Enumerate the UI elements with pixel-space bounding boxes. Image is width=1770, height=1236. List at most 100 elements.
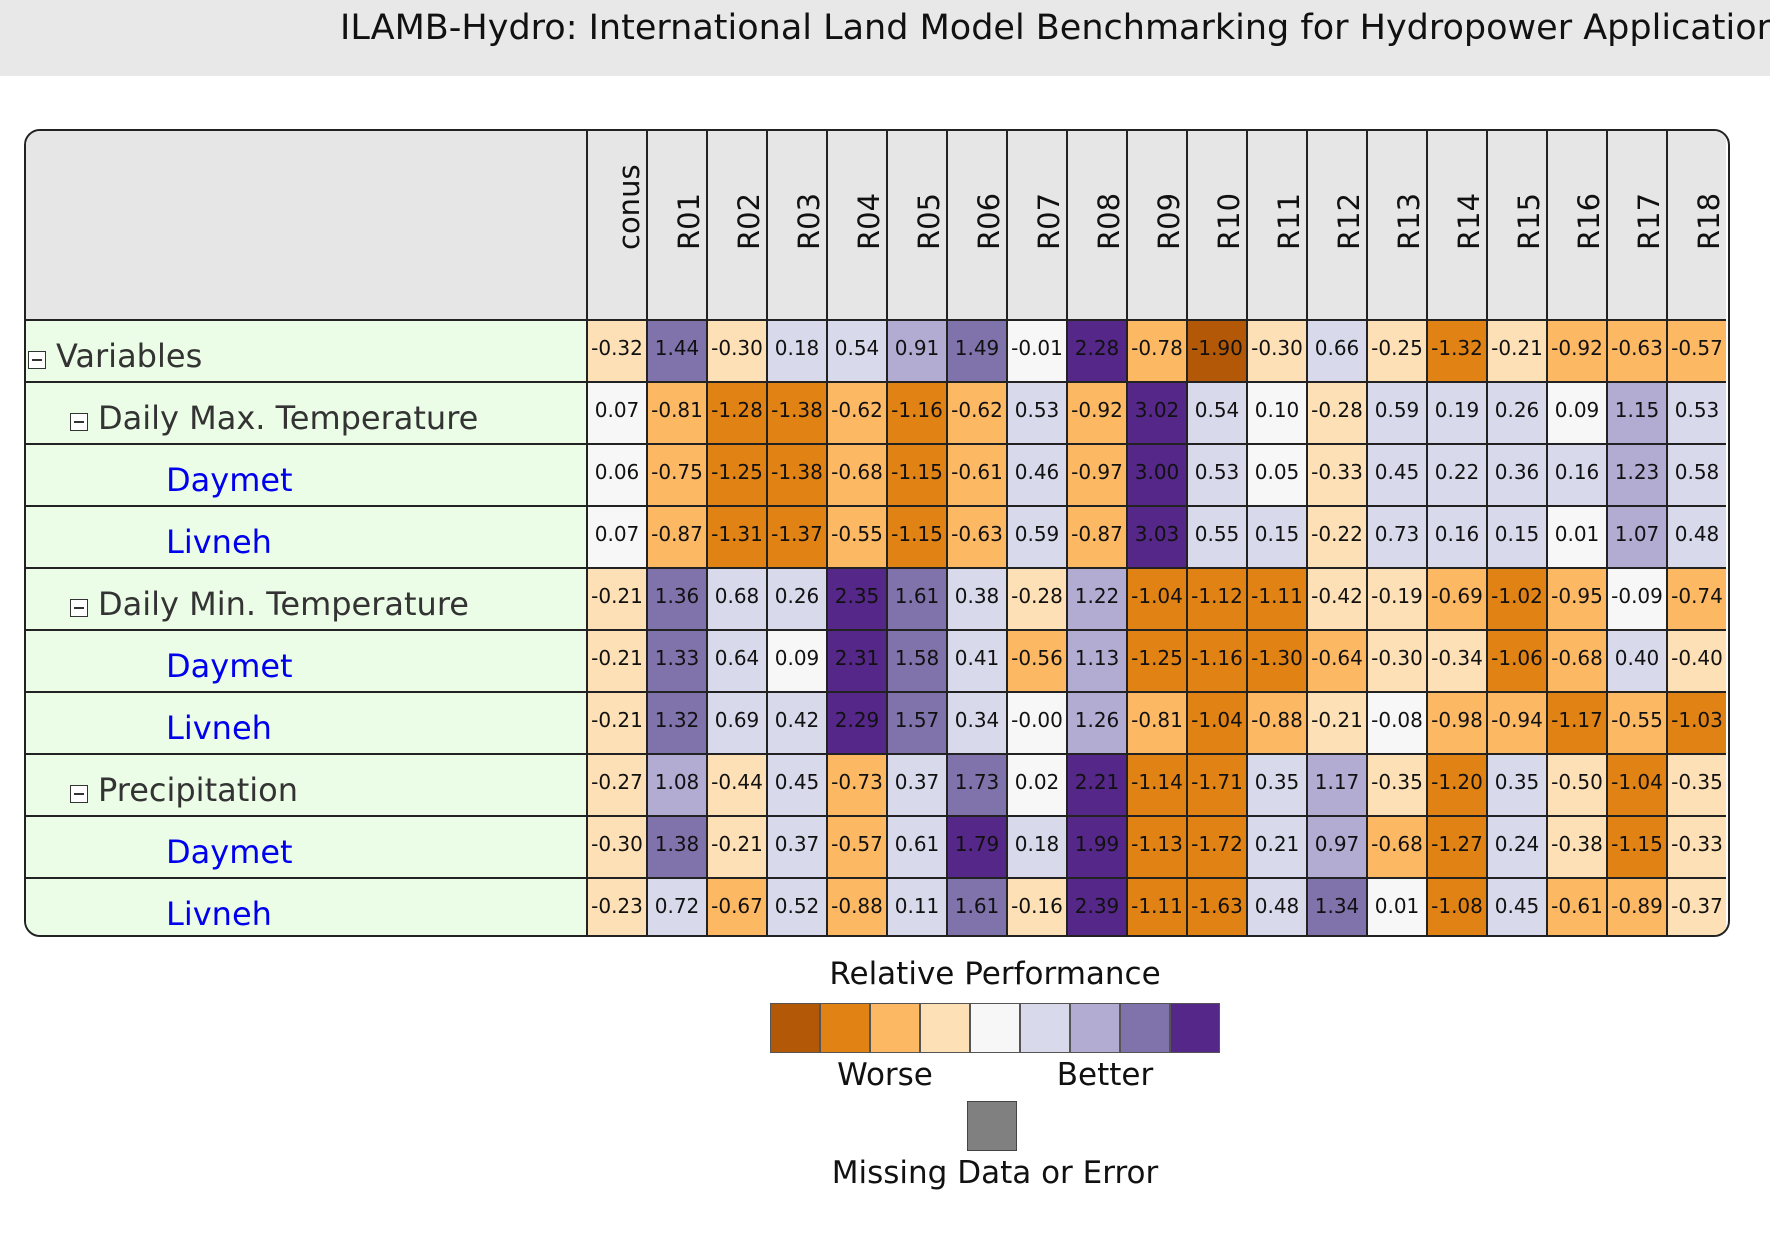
- score-cell[interactable]: -0.30: [1246, 321, 1306, 383]
- collapse-toggle-icon[interactable]: [70, 785, 88, 803]
- score-cell[interactable]: 2.39: [1066, 879, 1126, 935]
- score-cell[interactable]: -1.08: [1426, 879, 1486, 935]
- score-cell[interactable]: 0.37: [886, 755, 946, 817]
- score-cell[interactable]: -0.57: [826, 817, 886, 879]
- score-cell[interactable]: -0.55: [826, 507, 886, 569]
- score-cell[interactable]: 0.91: [886, 321, 946, 383]
- score-cell[interactable]: -0.87: [646, 507, 706, 569]
- score-cell[interactable]: 1.99: [1066, 817, 1126, 879]
- score-cell[interactable]: -1.15: [886, 445, 946, 507]
- score-cell[interactable]: 0.34: [946, 693, 1006, 755]
- score-cell[interactable]: -0.81: [646, 383, 706, 445]
- row-label-daily-min-temperature[interactable]: Daily Min. Temperature: [26, 569, 588, 631]
- score-cell[interactable]: 0.07: [586, 383, 646, 445]
- score-cell[interactable]: -0.67: [706, 879, 766, 935]
- score-cell[interactable]: 0.48: [1246, 879, 1306, 935]
- score-cell[interactable]: 0.38: [946, 569, 1006, 631]
- dataset-link[interactable]: Livneh: [166, 709, 272, 747]
- score-cell[interactable]: -1.27: [1426, 817, 1486, 879]
- score-cell[interactable]: -0.92: [1066, 383, 1126, 445]
- score-cell[interactable]: -1.14: [1126, 755, 1186, 817]
- score-cell[interactable]: 1.49: [946, 321, 1006, 383]
- score-cell[interactable]: -0.21: [586, 693, 646, 755]
- score-cell[interactable]: 0.53: [1006, 383, 1066, 445]
- score-cell[interactable]: -0.38: [1546, 817, 1606, 879]
- score-cell[interactable]: -0.87: [1066, 507, 1126, 569]
- score-cell[interactable]: 1.17: [1306, 755, 1366, 817]
- score-cell[interactable]: -0.55: [1606, 693, 1666, 755]
- score-cell[interactable]: -1.12: [1186, 569, 1246, 631]
- dataset-link[interactable]: Livneh: [166, 895, 272, 933]
- score-cell[interactable]: -0.97: [1066, 445, 1126, 507]
- score-cell[interactable]: -1.17: [1546, 693, 1606, 755]
- score-cell[interactable]: 0.45: [766, 755, 826, 817]
- score-cell[interactable]: -1.16: [886, 383, 946, 445]
- score-cell[interactable]: 1.38: [646, 817, 706, 879]
- collapse-toggle-icon[interactable]: [70, 599, 88, 617]
- score-cell[interactable]: 0.09: [766, 631, 826, 693]
- score-cell[interactable]: 0.35: [1486, 755, 1546, 817]
- score-cell[interactable]: -0.30: [586, 817, 646, 879]
- score-cell[interactable]: -0.74: [1666, 569, 1726, 631]
- score-cell[interactable]: 0.46: [1006, 445, 1066, 507]
- score-cell[interactable]: 0.07: [586, 507, 646, 569]
- score-cell[interactable]: -0.25: [1366, 321, 1426, 383]
- score-cell[interactable]: 1.15: [1606, 383, 1666, 445]
- score-cell[interactable]: -0.68: [1546, 631, 1606, 693]
- score-cell[interactable]: 0.11: [886, 879, 946, 935]
- score-cell[interactable]: 0.55: [1186, 507, 1246, 569]
- score-cell[interactable]: -0.92: [1546, 321, 1606, 383]
- score-cell[interactable]: 1.34: [1306, 879, 1366, 935]
- score-cell[interactable]: -1.04: [1186, 693, 1246, 755]
- score-cell[interactable]: 1.36: [646, 569, 706, 631]
- score-cell[interactable]: -1.30: [1246, 631, 1306, 693]
- score-cell[interactable]: -0.16: [1006, 879, 1066, 935]
- row-label-daymet[interactable]: Daymet: [26, 631, 588, 693]
- score-cell[interactable]: 1.44: [646, 321, 706, 383]
- score-cell[interactable]: 1.61: [946, 879, 1006, 935]
- score-cell[interactable]: -0.08: [1366, 693, 1426, 755]
- score-cell[interactable]: -0.22: [1306, 507, 1366, 569]
- score-cell[interactable]: 0.01: [1546, 507, 1606, 569]
- score-cell[interactable]: 3.02: [1126, 383, 1186, 445]
- dataset-link[interactable]: Daymet: [166, 647, 293, 685]
- score-cell[interactable]: -1.25: [1126, 631, 1186, 693]
- score-cell[interactable]: -0.33: [1666, 817, 1726, 879]
- row-label-livneh[interactable]: Livneh: [26, 507, 588, 569]
- score-cell[interactable]: 0.41: [946, 631, 1006, 693]
- score-cell[interactable]: -0.78: [1126, 321, 1186, 383]
- score-cell[interactable]: 0.72: [646, 879, 706, 935]
- row-label-daymet[interactable]: Daymet: [26, 817, 588, 879]
- score-cell[interactable]: -0.61: [1546, 879, 1606, 935]
- score-cell[interactable]: -0.61: [946, 445, 1006, 507]
- score-cell[interactable]: 2.29: [826, 693, 886, 755]
- score-cell[interactable]: -1.04: [1606, 755, 1666, 817]
- row-label-livneh[interactable]: Livneh: [26, 693, 588, 755]
- score-cell[interactable]: -0.32: [586, 321, 646, 383]
- score-cell[interactable]: 0.42: [766, 693, 826, 755]
- score-cell[interactable]: -0.95: [1546, 569, 1606, 631]
- score-cell[interactable]: 0.45: [1486, 879, 1546, 935]
- score-cell[interactable]: -0.81: [1126, 693, 1186, 755]
- score-cell[interactable]: -0.63: [946, 507, 1006, 569]
- score-cell[interactable]: -1.11: [1246, 569, 1306, 631]
- score-cell[interactable]: -1.20: [1426, 755, 1486, 817]
- score-cell[interactable]: -0.98: [1426, 693, 1486, 755]
- score-cell[interactable]: -0.42: [1306, 569, 1366, 631]
- score-cell[interactable]: 1.22: [1066, 569, 1126, 631]
- score-cell[interactable]: -1.04: [1126, 569, 1186, 631]
- score-cell[interactable]: 1.57: [886, 693, 946, 755]
- score-cell[interactable]: -0.21: [586, 569, 646, 631]
- score-cell[interactable]: -0.21: [706, 817, 766, 879]
- row-label-precipitation[interactable]: Precipitation: [26, 755, 588, 817]
- score-cell[interactable]: 0.06: [586, 445, 646, 507]
- score-cell[interactable]: -0.56: [1006, 631, 1066, 693]
- score-cell[interactable]: -1.71: [1186, 755, 1246, 817]
- row-label-daymet[interactable]: Daymet: [26, 445, 588, 507]
- score-cell[interactable]: 0.09: [1546, 383, 1606, 445]
- score-cell[interactable]: -0.62: [946, 383, 1006, 445]
- score-cell[interactable]: -1.15: [1606, 817, 1666, 879]
- score-cell[interactable]: -0.19: [1366, 569, 1426, 631]
- score-cell[interactable]: 0.26: [766, 569, 826, 631]
- score-cell[interactable]: -1.31: [706, 507, 766, 569]
